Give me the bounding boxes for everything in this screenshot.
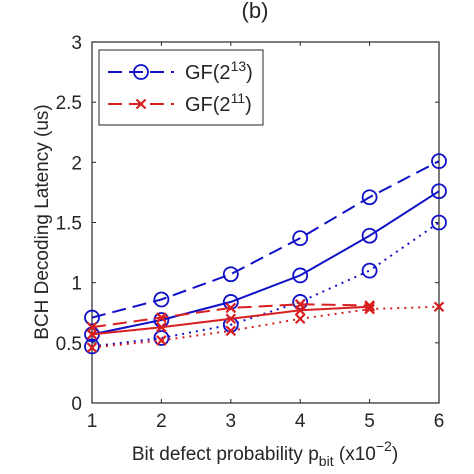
y-tick-label: 1.5 xyxy=(56,214,82,235)
data-point xyxy=(431,153,447,170)
data-point xyxy=(361,262,378,279)
data-point xyxy=(225,302,237,314)
series-line-3 xyxy=(91,303,370,329)
y-tick-label: 2 xyxy=(71,153,82,174)
panel-label: (b) xyxy=(242,0,269,23)
x-axis-label-main: Bit defect probability p xyxy=(132,444,319,465)
x-tick-label: 2 xyxy=(156,411,167,432)
series-4 xyxy=(86,301,375,340)
series-line-5 xyxy=(91,305,440,349)
legend-marker-1 xyxy=(135,98,147,110)
x-tick-labels: 1 2 3 4 5 6 xyxy=(87,411,445,432)
x-tick-label: 3 xyxy=(226,411,237,432)
x-tick-label: 5 xyxy=(364,411,375,432)
legend-marker-0 xyxy=(133,64,149,80)
data-point xyxy=(156,321,167,333)
x-axis-label-close: ) xyxy=(392,444,398,465)
y-axis-label: BCH Decoding Latency (us) xyxy=(32,104,53,340)
data-point xyxy=(431,214,447,231)
y-tick-label: 3 xyxy=(71,33,82,54)
data-point xyxy=(84,309,100,326)
x-axis-label-sup: −2 xyxy=(376,438,392,454)
y-tick-label: 0.5 xyxy=(56,334,82,355)
y-tick-label: 2.5 xyxy=(56,93,82,114)
series-0 xyxy=(84,153,447,326)
data-point xyxy=(364,301,375,313)
legend-swatches xyxy=(108,64,174,110)
data-point xyxy=(156,335,167,346)
legend-entry-gf13: GF(213) xyxy=(185,58,253,84)
data-point xyxy=(433,301,445,313)
data-point xyxy=(153,291,170,308)
data-point xyxy=(361,227,378,244)
data-point xyxy=(222,266,239,283)
legend: GF(213) GF(211) xyxy=(98,49,264,126)
data-point xyxy=(225,325,237,337)
x-tick-label: 6 xyxy=(434,411,445,432)
data-point xyxy=(292,230,309,247)
data-point xyxy=(86,342,98,353)
series-layer xyxy=(84,153,447,355)
x-axis-label: Bit defect probability pbit (x10−2) xyxy=(132,438,398,469)
data-point xyxy=(292,267,309,284)
x-tick-label: 1 xyxy=(87,411,98,432)
legend-entry-gf11: GF(211) xyxy=(185,90,252,116)
x-axis-label-sub: bit xyxy=(319,453,334,469)
legend-box xyxy=(98,49,264,126)
y-tick-label: 1 xyxy=(71,274,82,295)
data-point xyxy=(86,329,98,340)
data-point xyxy=(431,183,447,200)
data-point xyxy=(364,303,375,315)
tick-marks xyxy=(91,41,440,404)
series-1 xyxy=(84,183,447,343)
y-tick-label: 0 xyxy=(71,394,82,415)
series-5 xyxy=(86,301,445,353)
series-line-1 xyxy=(91,190,440,336)
data-point xyxy=(156,312,167,323)
x-axis-label-after: (x10 xyxy=(334,444,376,465)
series-line-0 xyxy=(91,160,440,319)
data-point xyxy=(361,189,378,206)
data-point xyxy=(153,330,170,346)
y-tick-labels: 0 0.5 1 1.5 2 2.5 3 xyxy=(56,33,82,415)
data-point xyxy=(294,313,306,325)
data-point xyxy=(225,313,237,325)
data-point xyxy=(294,305,306,316)
x-tick-label: 4 xyxy=(295,411,306,432)
